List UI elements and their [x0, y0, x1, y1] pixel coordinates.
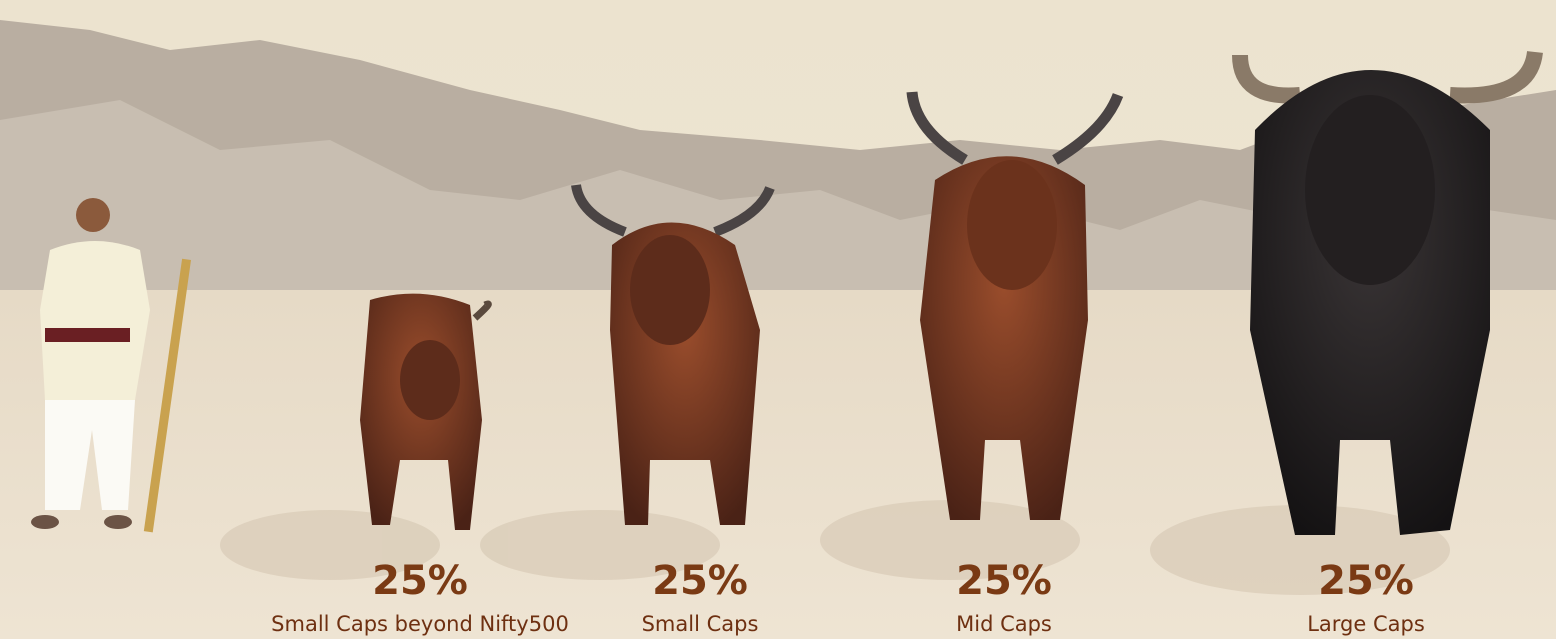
- percent: 25%: [956, 558, 1052, 604]
- percent: 25%: [372, 558, 468, 604]
- percent: 25%: [1318, 558, 1414, 604]
- percent: 25%: [652, 558, 748, 604]
- label: Large Caps: [1307, 612, 1425, 636]
- scene: 25% Small Caps beyond Nifty500 25% Small…: [0, 0, 1556, 639]
- label: Small Caps: [642, 612, 759, 636]
- page: 25% Small Caps beyond Nifty500 25% Small…: [0, 0, 1556, 639]
- label: Small Caps beyond Nifty500: [271, 612, 569, 636]
- label: Mid Caps: [956, 612, 1052, 636]
